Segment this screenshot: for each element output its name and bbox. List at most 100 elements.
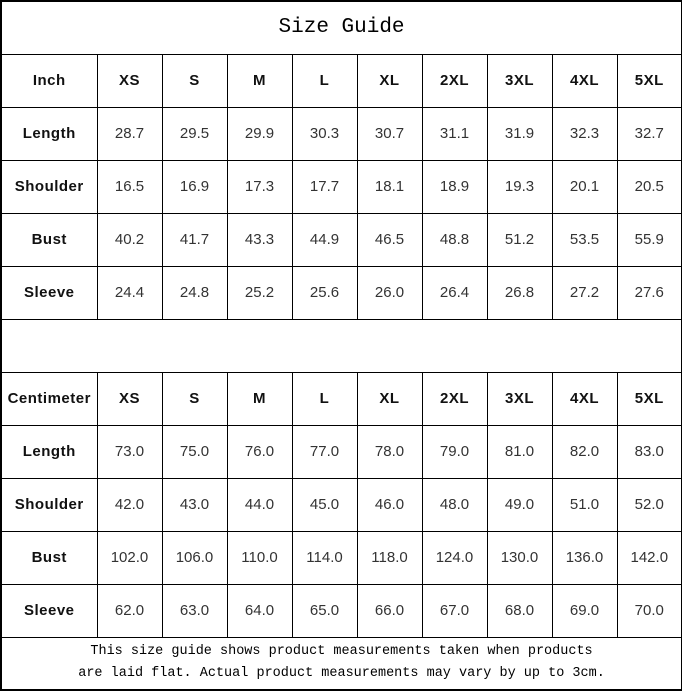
footer-note-line1: This size guide shows product measuremen… [90, 644, 593, 660]
measurement-value: 18.1 [356, 159, 423, 214]
measurement-value: 44.9 [291, 212, 358, 267]
measurement-value: 30.3 [291, 106, 358, 161]
measurement-label: Length [0, 106, 98, 161]
measurement-value: 66.0 [356, 583, 423, 638]
cm-shoulder-row: Shoulder 42.0 43.0 44.0 45.0 46.0 48.0 4… [0, 477, 682, 532]
measurement-value: 16.5 [96, 159, 163, 214]
measurement-value: 27.2 [551, 265, 618, 320]
measurement-value: 48.0 [421, 477, 488, 532]
footer-note-line2: are laid flat. Actual product measuremen… [78, 666, 605, 682]
size-header-xl: XL [356, 53, 423, 108]
measurement-value: 52.0 [616, 477, 682, 532]
measurement-value: 43.0 [161, 477, 228, 532]
measurement-value: 51.2 [486, 212, 553, 267]
measurement-value: 26.0 [356, 265, 423, 320]
measurement-value: 32.7 [616, 106, 682, 161]
measurement-label: Bust [0, 212, 98, 267]
title-row: Size Guide [0, 0, 682, 55]
measurement-value: 30.7 [356, 106, 423, 161]
measurement-value: 77.0 [291, 424, 358, 479]
measurement-value: 110.0 [226, 530, 293, 585]
measurement-value: 136.0 [551, 530, 618, 585]
inch-bust-row: Bust 40.2 41.7 43.3 44.9 46.5 48.8 51.2 … [0, 212, 682, 267]
inch-sleeve-row: Sleeve 24.4 24.8 25.2 25.6 26.0 26.4 26.… [0, 265, 682, 320]
measurement-value: 17.7 [291, 159, 358, 214]
measurement-value: 45.0 [291, 477, 358, 532]
measurement-value: 78.0 [356, 424, 423, 479]
measurement-value: 20.1 [551, 159, 618, 214]
measurement-label: Sleeve [0, 265, 98, 320]
measurement-value: 65.0 [291, 583, 358, 638]
size-header-s: S [161, 371, 228, 426]
inch-length-row: Length 28.7 29.5 29.9 30.3 30.7 31.1 31.… [0, 106, 682, 161]
measurement-value: 81.0 [486, 424, 553, 479]
size-header-m: M [226, 53, 293, 108]
measurement-label: Shoulder [0, 477, 98, 532]
measurement-value: 49.0 [486, 477, 553, 532]
size-header-5xl: 5XL [616, 371, 682, 426]
measurement-value: 26.8 [486, 265, 553, 320]
measurement-label: Length [0, 424, 98, 479]
measurement-value: 48.8 [421, 212, 488, 267]
inch-header-row: Inch XS S M L XL 2XL 3XL 4XL 5XL [0, 53, 682, 108]
measurement-value: 124.0 [421, 530, 488, 585]
measurement-value: 31.1 [421, 106, 488, 161]
inch-unit-label: Inch [0, 53, 98, 108]
measurement-value: 26.4 [421, 265, 488, 320]
footer-row: This size guide shows product measuremen… [0, 636, 682, 691]
measurement-value: 67.0 [421, 583, 488, 638]
measurement-value: 75.0 [161, 424, 228, 479]
measurement-value: 55.9 [616, 212, 682, 267]
cm-unit-label: Centimeter [0, 371, 98, 426]
size-header-l: L [291, 371, 358, 426]
cm-length-row: Length 73.0 75.0 76.0 77.0 78.0 79.0 81.… [0, 424, 682, 479]
size-header-m: M [226, 371, 293, 426]
spacer [0, 318, 682, 373]
footer-note: This size guide shows product measuremen… [0, 636, 682, 691]
measurement-value: 83.0 [616, 424, 682, 479]
measurement-value: 51.0 [551, 477, 618, 532]
spacer-row [0, 318, 682, 373]
measurement-value: 40.2 [96, 212, 163, 267]
measurement-value: 82.0 [551, 424, 618, 479]
measurement-value: 69.0 [551, 583, 618, 638]
measurement-value: 53.5 [551, 212, 618, 267]
measurement-value: 79.0 [421, 424, 488, 479]
size-header-xl: XL [356, 371, 423, 426]
size-header-4xl: 4XL [551, 53, 618, 108]
size-header-2xl: 2XL [421, 371, 488, 426]
size-header-xs: XS [96, 53, 163, 108]
measurement-value: 28.7 [96, 106, 163, 161]
measurement-value: 29.5 [161, 106, 228, 161]
measurement-value: 46.5 [356, 212, 423, 267]
measurement-value: 130.0 [486, 530, 553, 585]
measurement-value: 41.7 [161, 212, 228, 267]
size-header-5xl: 5XL [616, 53, 682, 108]
size-header-xs: XS [96, 371, 163, 426]
measurement-value: 18.9 [421, 159, 488, 214]
page-title: Size Guide [0, 0, 682, 55]
measurement-value: 70.0 [616, 583, 682, 638]
measurement-value: 73.0 [96, 424, 163, 479]
measurement-value: 43.3 [226, 212, 293, 267]
size-header-3xl: 3XL [486, 53, 553, 108]
measurement-value: 106.0 [161, 530, 228, 585]
measurement-value: 32.3 [551, 106, 618, 161]
measurement-value: 17.3 [226, 159, 293, 214]
measurement-label: Shoulder [0, 159, 98, 214]
measurement-value: 46.0 [356, 477, 423, 532]
measurement-value: 29.9 [226, 106, 293, 161]
measurement-value: 27.6 [616, 265, 682, 320]
measurement-value: 24.8 [161, 265, 228, 320]
measurement-label: Bust [0, 530, 98, 585]
measurement-value: 25.6 [291, 265, 358, 320]
measurement-value: 142.0 [616, 530, 682, 585]
measurement-value: 64.0 [226, 583, 293, 638]
measurement-value: 118.0 [356, 530, 423, 585]
size-header-3xl: 3XL [486, 371, 553, 426]
size-header-4xl: 4XL [551, 371, 618, 426]
measurement-value: 20.5 [616, 159, 682, 214]
measurement-value: 114.0 [291, 530, 358, 585]
